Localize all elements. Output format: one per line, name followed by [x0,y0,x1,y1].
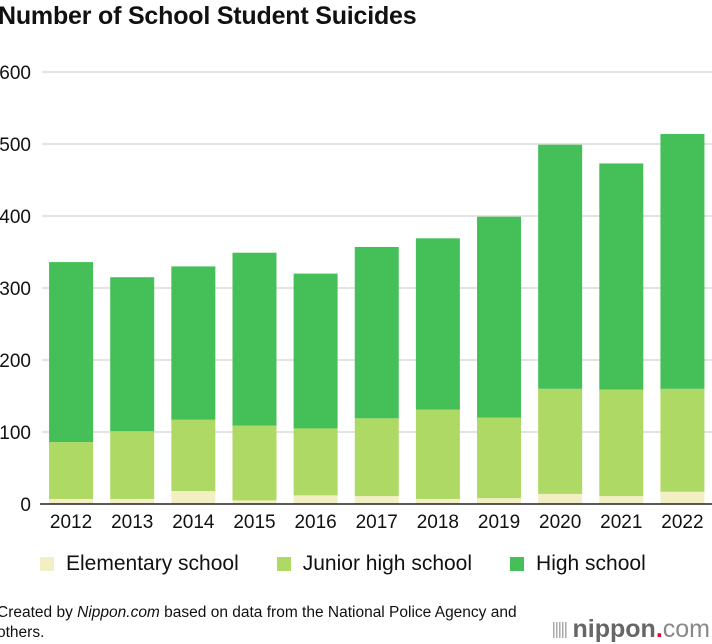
bar-segment-junior-high-school [660,388,705,492]
bar-segment-junior-high-school [599,389,644,497]
stacked-bar-chart: 0 100 200 300 400 500 600 2012 2013 2014 2015 2016 2… [0,63,712,533]
x-tick-label: 2021 [600,512,642,533]
bar-segment-junior-high-school [538,388,583,494]
bar-segment-high-school [293,273,338,429]
source-prefix: Created by [0,604,78,621]
bar-segment-junior-high-school [49,442,94,499]
bar-segment-junior-high-school [293,428,338,496]
x-tick-label: 2020 [539,512,581,533]
x-tick-label: 2013 [111,512,153,533]
bar-segment-elementary-school [171,491,216,504]
legend-swatch-high [510,557,525,571]
legend-swatch-elementary [40,557,54,571]
bar-segment-elementary-school [415,498,460,504]
bar-segment-elementary-school [110,498,155,504]
legend-item-high: High school [510,552,646,576]
y-tick-label: 200 [0,351,31,372]
nippon-logo: nippon. com [552,615,710,644]
x-tick-label: 2018 [417,512,459,533]
legend-label-elementary: Elementary school [66,552,239,575]
logo-dot: . [655,615,663,643]
bar-segment-elementary-school [354,496,399,504]
logo-tld: com [662,615,710,643]
x-tick-label: 2016 [294,512,336,533]
source-suffix: based on data from the National Police A… [0,604,517,641]
legend-item-junior-high: Junior high school [276,552,473,576]
bar-segment-high-school [171,266,216,420]
bar-segment-high-school [477,216,522,418]
bar-segment-elementary-school [477,498,522,504]
source-brand: Nippon.com [77,604,160,621]
y-tick-label: 600 [0,63,31,84]
bar-segment-elementary-school [538,493,583,504]
bar-segment-junior-high-school [232,425,277,501]
logo-name: nippon [572,615,656,643]
bar-segment-elementary-school [49,498,94,504]
x-tick-label: 2017 [356,512,398,533]
x-tick-label: 2015 [233,512,275,533]
y-tick-label: 500 [0,135,31,156]
bar-segment-high-school [232,252,277,426]
bar-segment-high-school [110,277,155,432]
x-tick-label: 2014 [172,512,215,533]
legend: Elementary school Junior high school Hig… [40,552,684,576]
bar-segment-high-school [538,144,583,389]
source-note: Created by Nippon.com based on data from… [0,603,557,643]
legend-swatch-junior-high [276,557,291,571]
y-tick-label: 0 [20,495,31,516]
bar-segment-high-school [660,133,705,389]
y-tick-label: 100 [0,423,31,444]
bar-segment-high-school [415,238,460,410]
bar-segment-junior-high-school [354,418,399,497]
bar-segment-high-school [49,262,94,443]
x-tick-label: 2012 [50,512,92,533]
legend-item-elementary: Elementary school [40,552,239,576]
bar-segment-junior-high-school [415,409,460,499]
bar-segment-elementary-school [232,500,277,504]
legend-label-high: High school [536,552,646,575]
x-tick-label: 2019 [478,512,520,533]
bar-segment-elementary-school [293,495,338,504]
bar-segment-high-school [354,246,399,419]
y-tick-label: 300 [0,279,31,300]
chart-title: Number of School Student Suicides [0,2,417,30]
bar-segment-junior-high-school [171,419,216,492]
legend-label-junior-high: Junior high school [302,552,473,575]
bar-segment-high-school [599,163,644,390]
bar-segment-elementary-school [599,496,644,504]
y-tick-label: 400 [0,207,31,228]
x-tick-label: 2022 [661,512,703,533]
bar-segment-elementary-school [660,491,705,504]
logo-bars-icon [552,621,567,638]
bar-segment-junior-high-school [477,417,522,499]
bar-segment-junior-high-school [110,431,155,499]
